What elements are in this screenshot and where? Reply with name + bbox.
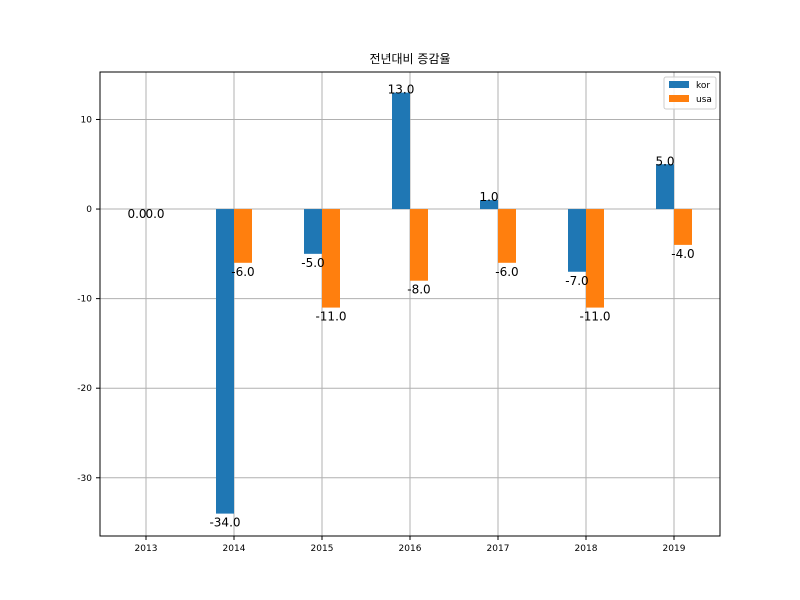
data-label-kor-2018: -7.0 (565, 274, 588, 288)
bar-kor-2014 (216, 209, 234, 514)
legend-swatch-usa (669, 95, 689, 102)
data-label-kor-2013: 0.0 (127, 207, 146, 221)
bar-kor-2016 (392, 92, 410, 210)
legend: kor usa (663, 76, 717, 110)
y-tick-label--10: -10 (77, 295, 92, 305)
bar-usa-2018 (586, 209, 604, 308)
chart-title: 전년대비 증감율 (369, 52, 450, 66)
x-tick-label-2016: 2016 (399, 544, 422, 554)
data-label-kor-2019: 5.0 (655, 154, 674, 168)
data-label-usa-2018: -11.0 (579, 310, 610, 324)
y-tick-label--30: -30 (77, 474, 92, 484)
bar-usa-2017 (498, 209, 516, 263)
y-tick-label--20: -20 (77, 384, 92, 394)
bar-kor-2018 (568, 209, 586, 272)
data-label-usa-2016: -8.0 (407, 283, 430, 297)
x-tick-label-2017: 2017 (487, 544, 510, 554)
bar-usa-2019 (674, 209, 692, 245)
bar-usa-2015 (322, 209, 340, 308)
data-label-usa-2015: -11.0 (315, 310, 346, 324)
x-tick-label-2019: 2019 (663, 544, 686, 554)
bar-kor-2015 (304, 209, 322, 254)
data-label-usa-2014: -6.0 (231, 265, 254, 279)
data-label-kor-2014: -34.0 (209, 516, 240, 530)
y-tick-label-10: 10 (81, 115, 93, 125)
ticks-layer: 2013 2014 2015 2016 2017 2018 2019 10 0 -10 -20 -30 (77, 115, 685, 554)
bar-usa-2014 (234, 209, 252, 263)
data-labels-layer: 0.0 -34.0 -5.0 13.0 1.0 -7.0 5.0 0.0 -6.0 -11.0 -8… (127, 83, 694, 530)
bar-kor-2017 (480, 200, 498, 210)
legend-swatch-kor (669, 81, 689, 88)
data-label-usa-2019: -4.0 (671, 247, 694, 261)
bars-layer (216, 92, 692, 514)
bar-usa-2016 (410, 209, 428, 281)
x-tick-label-2014: 2014 (223, 544, 246, 554)
x-tick-label-2013: 2013 (135, 544, 158, 554)
data-label-usa-2017: -6.0 (495, 265, 518, 279)
bar-kor-2019 (656, 164, 674, 210)
x-tick-label-2015: 2015 (311, 544, 334, 554)
data-label-kor-2017: 1.0 (479, 190, 498, 204)
x-tick-label-2018: 2018 (575, 544, 598, 554)
data-label-usa-2013: 0.0 (145, 207, 164, 221)
data-label-kor-2015: -5.0 (301, 256, 324, 270)
y-tick-label-0: 0 (86, 205, 92, 215)
legend-label-kor: kor (696, 81, 710, 91)
legend-label-usa: usa (696, 95, 712, 105)
data-label-kor-2016: 13.0 (388, 83, 415, 97)
